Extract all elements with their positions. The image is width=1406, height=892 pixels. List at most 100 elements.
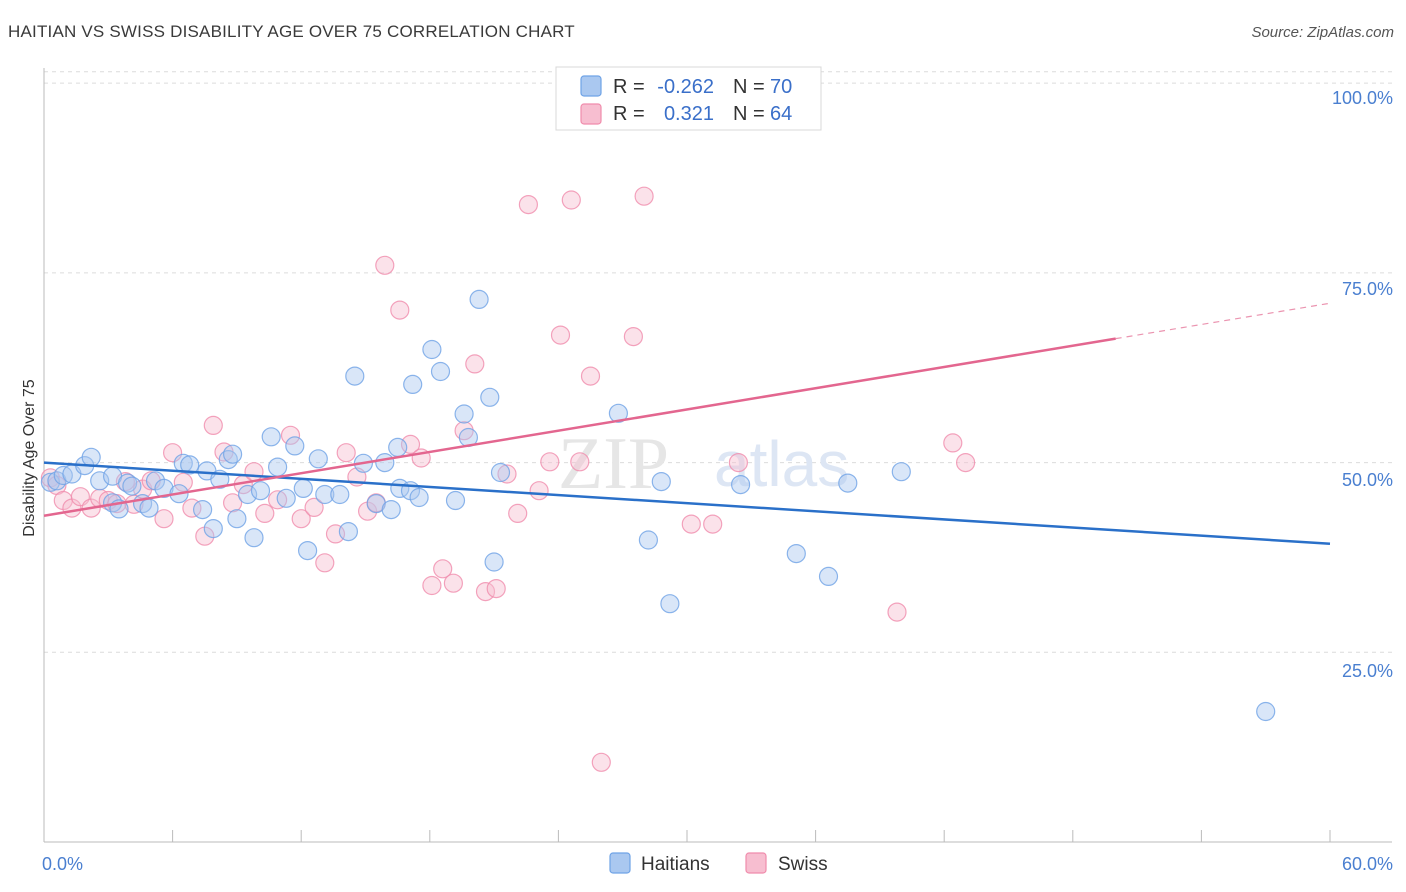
haitians-point <box>293 478 313 498</box>
legend-r-value-haitians: -0.262 <box>657 76 714 98</box>
haitians-point <box>838 473 858 493</box>
swiss-point <box>465 354 485 374</box>
haitians-point <box>409 487 429 508</box>
haitians-point <box>139 498 159 518</box>
haitians-point <box>276 488 296 508</box>
haitians-point <box>818 566 839 587</box>
bottom-legend-label-haitians: Haitians <box>641 854 710 875</box>
swiss-point <box>443 573 463 593</box>
bottom-legend-swatch-haitians <box>609 852 631 874</box>
swiss-point <box>887 602 907 622</box>
haitians-point <box>1256 701 1276 722</box>
legend-n-value-haitians: 70 <box>770 76 792 98</box>
swiss-point <box>681 514 701 534</box>
haitians-point <box>651 472 671 492</box>
legend-r-label-swiss: R = <box>613 103 645 125</box>
legend-swatch-swiss <box>580 103 602 125</box>
haitians-point <box>430 361 451 382</box>
legend-r-label-haitians: R = <box>613 76 645 98</box>
haitians-point <box>445 490 466 511</box>
swiss-point <box>728 453 749 473</box>
swiss-point <box>486 578 506 599</box>
swiss-trend-line <box>43 337 1116 517</box>
series-legend: Haitians Swiss <box>609 852 828 875</box>
haitians-point <box>250 481 271 501</box>
haitians-point <box>154 478 174 498</box>
swiss-trend-line-extension <box>1115 302 1331 340</box>
haitians-point <box>490 462 511 483</box>
swiss-point <box>703 514 723 534</box>
swiss-point <box>223 493 243 513</box>
grid-layer <box>44 71 1392 653</box>
swiss-point <box>634 186 654 206</box>
haitians-point <box>388 437 408 457</box>
swiss-point <box>291 509 311 529</box>
swiss-point <box>550 325 571 345</box>
swiss-point <box>173 472 193 492</box>
haitians-point <box>454 404 474 424</box>
haitians-point <box>227 509 247 529</box>
chart-title: HAITIAN VS SWISS DISABILITY AGE OVER 75 … <box>8 22 575 41</box>
swiss-point <box>390 300 410 320</box>
haitians-point <box>261 427 281 447</box>
swiss-point <box>336 443 356 463</box>
swiss-point <box>475 581 496 602</box>
legend-n-value-swiss: 64 <box>770 103 792 125</box>
swiss-point <box>943 433 963 453</box>
swiss-point <box>422 575 442 596</box>
swiss-point <box>280 425 301 445</box>
swiss-point <box>508 503 528 524</box>
haitians-point <box>180 455 200 475</box>
swiss-point <box>955 453 976 473</box>
axes-layer <box>43 68 1392 843</box>
haitians-point <box>81 447 101 467</box>
haitians-points <box>40 289 1276 722</box>
haitians-point <box>381 500 401 520</box>
swiss-point <box>375 255 395 275</box>
swiss-point <box>154 509 174 529</box>
swiss-point <box>244 462 264 482</box>
legend-swatch-haitians <box>580 75 602 97</box>
haitians-point <box>193 500 213 520</box>
legend-n-label-haitians: N = <box>733 76 765 98</box>
y-tick-label-50: 50.0% <box>1342 470 1393 490</box>
haitians-point <box>403 374 423 394</box>
haitians-point <box>308 449 328 469</box>
x-tick-label-min: 0.0% <box>42 854 83 874</box>
haitians-point <box>285 436 305 456</box>
haitians-point <box>469 289 489 309</box>
swiss-point <box>570 452 590 472</box>
haitians-point <box>203 518 223 539</box>
bottom-legend-label-swiss: Swiss <box>778 854 828 875</box>
haitians-point <box>298 540 318 561</box>
correlation-legend: R = -0.262 N = 70 R = 0.321 N = 64 <box>555 66 822 131</box>
swiss-point <box>580 366 601 386</box>
x-tick-label-max: 60.0% <box>1342 854 1393 874</box>
haitians-point <box>480 387 500 407</box>
swiss-point <box>540 452 560 472</box>
swiss-point <box>203 415 223 435</box>
swiss-point <box>304 497 324 517</box>
swiss-point <box>433 559 453 579</box>
bottom-legend-swatch-swiss <box>745 852 767 874</box>
swiss-point <box>623 327 644 347</box>
haitians-point <box>730 475 751 495</box>
swiss-point <box>561 190 581 210</box>
haitians-point <box>244 528 264 548</box>
haitians-point <box>345 366 365 386</box>
swiss-point <box>529 481 549 501</box>
haitians-point <box>330 484 350 505</box>
haitians-point <box>786 543 806 564</box>
haitians-point <box>608 403 629 423</box>
y-tick-label-25: 25.0% <box>1342 661 1393 681</box>
y-tick-label-75: 75.0% <box>1342 279 1393 299</box>
watermark-atlas: atlas <box>714 428 849 500</box>
chart-source: Source: ZipAtlas.com <box>1251 24 1394 41</box>
y-axis-title: Disability Age Over 75 <box>21 379 38 537</box>
swiss-points <box>40 73 976 772</box>
haitians-point <box>660 594 680 614</box>
watermark-zip: ZIP <box>558 423 669 505</box>
swiss-point <box>255 503 275 524</box>
haitians-point <box>422 339 442 360</box>
haitians-point <box>315 484 335 505</box>
